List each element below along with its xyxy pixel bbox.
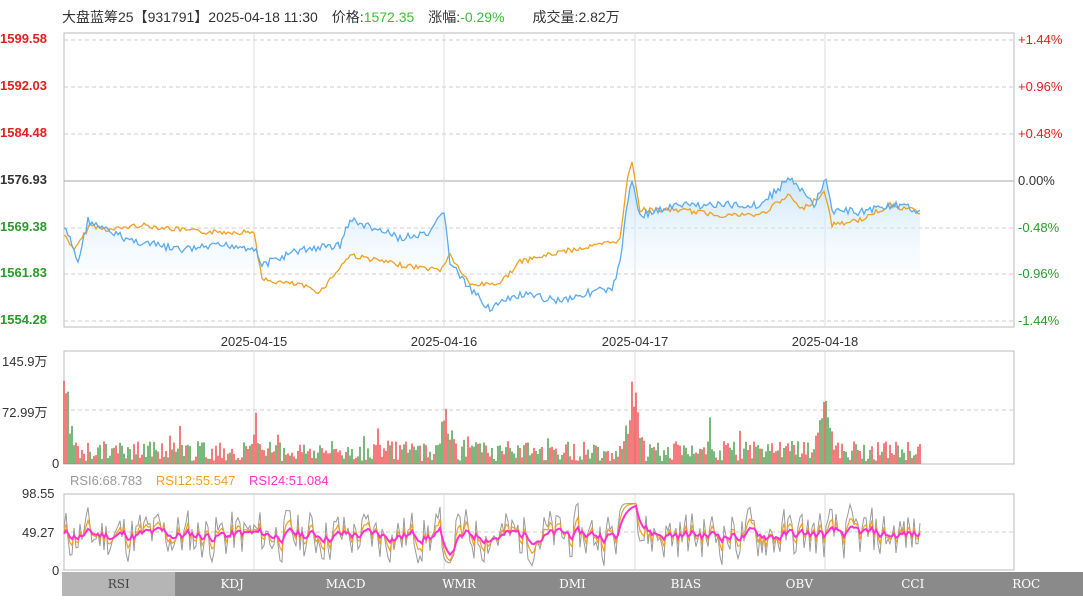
tab-rsi[interactable]: RSI [62,572,176,596]
change-value: -0.29% [460,9,505,25]
average-price-line [63,161,921,295]
price-panel-frame [63,32,1015,328]
price-value: 1572.35 [363,9,415,25]
volume-value: 2.82万 [578,9,620,25]
price-tick: 1576.93 [0,172,47,187]
price-line [63,176,921,313]
tab-macd[interactable]: MACD [325,577,366,591]
price-tick: 1584.48 [0,125,47,140]
pct-tick: +0.96% [1018,79,1063,94]
rsi6-label: RSI6:68.783 [70,473,143,488]
pct-tick: -1.44% [1018,313,1060,328]
tab-dmi[interactable]: DMI [559,577,586,591]
volume-tick: 0 [52,456,60,471]
rsi-legend: RSI6:68.783 RSI12:55.547 RSI24:51.084 [70,473,339,488]
price-tick: 1554.28 [0,312,47,327]
date-tick: 2025-04-16 [410,334,478,349]
pct-tick: 0.00% [1018,173,1055,188]
rsi-tick: 49.27 [22,525,55,540]
volume-tick: 72.99万 [2,405,48,420]
tab-kdj[interactable]: KDJ [220,577,244,591]
tab-obv[interactable]: OBV [785,577,813,591]
pct-tick: -0.96% [1018,266,1060,281]
price-tick: 1599.58 [0,31,47,46]
date-tick: 2025-04-18 [791,334,859,349]
price-label: 价格: [331,9,364,25]
pct-tick: +0.48% [1018,126,1063,141]
rsi-tick: 98.55 [22,486,55,501]
rsi24-label: RSI24:51.084 [249,473,329,488]
pct-tick: +1.44% [1018,32,1063,47]
price-area-fill [64,178,920,312]
volume-label: 成交量: [532,9,579,25]
date-tick: 2025-04-15 [220,334,288,349]
volume-tick: 145.9万 [2,354,48,369]
price-tick: 1569.38 [0,219,47,234]
tab-wmr[interactable]: WMR [442,577,476,591]
indicator-tabs: RSI KDJ MACD WMR DMI BIAS OBV CCI ROC [62,572,1083,596]
stock-name: 大盘蓝筹25【931791】 [62,9,209,25]
stock-datetime: 2025-04-18 11:30 [208,9,318,25]
price-tick: 1561.83 [0,265,47,280]
change-label: 涨幅: [428,9,461,25]
date-tick: 2025-04-17 [601,334,669,349]
rsi-tick: 0 [52,563,60,578]
pct-tick: -0.48% [1018,220,1060,235]
stock-header: 大盘蓝筹25【931791】 2025-04-18 11:30 价格: 1572… [62,6,620,28]
tab-roc[interactable]: ROC [1012,577,1041,591]
tab-bias[interactable]: BIAS [670,577,702,591]
rsi24-line [63,504,921,557]
price-tick: 1592.03 [0,78,47,93]
rsi12-label: RSI12:55.547 [155,473,236,488]
tab-cci[interactable]: CCI [901,577,925,591]
